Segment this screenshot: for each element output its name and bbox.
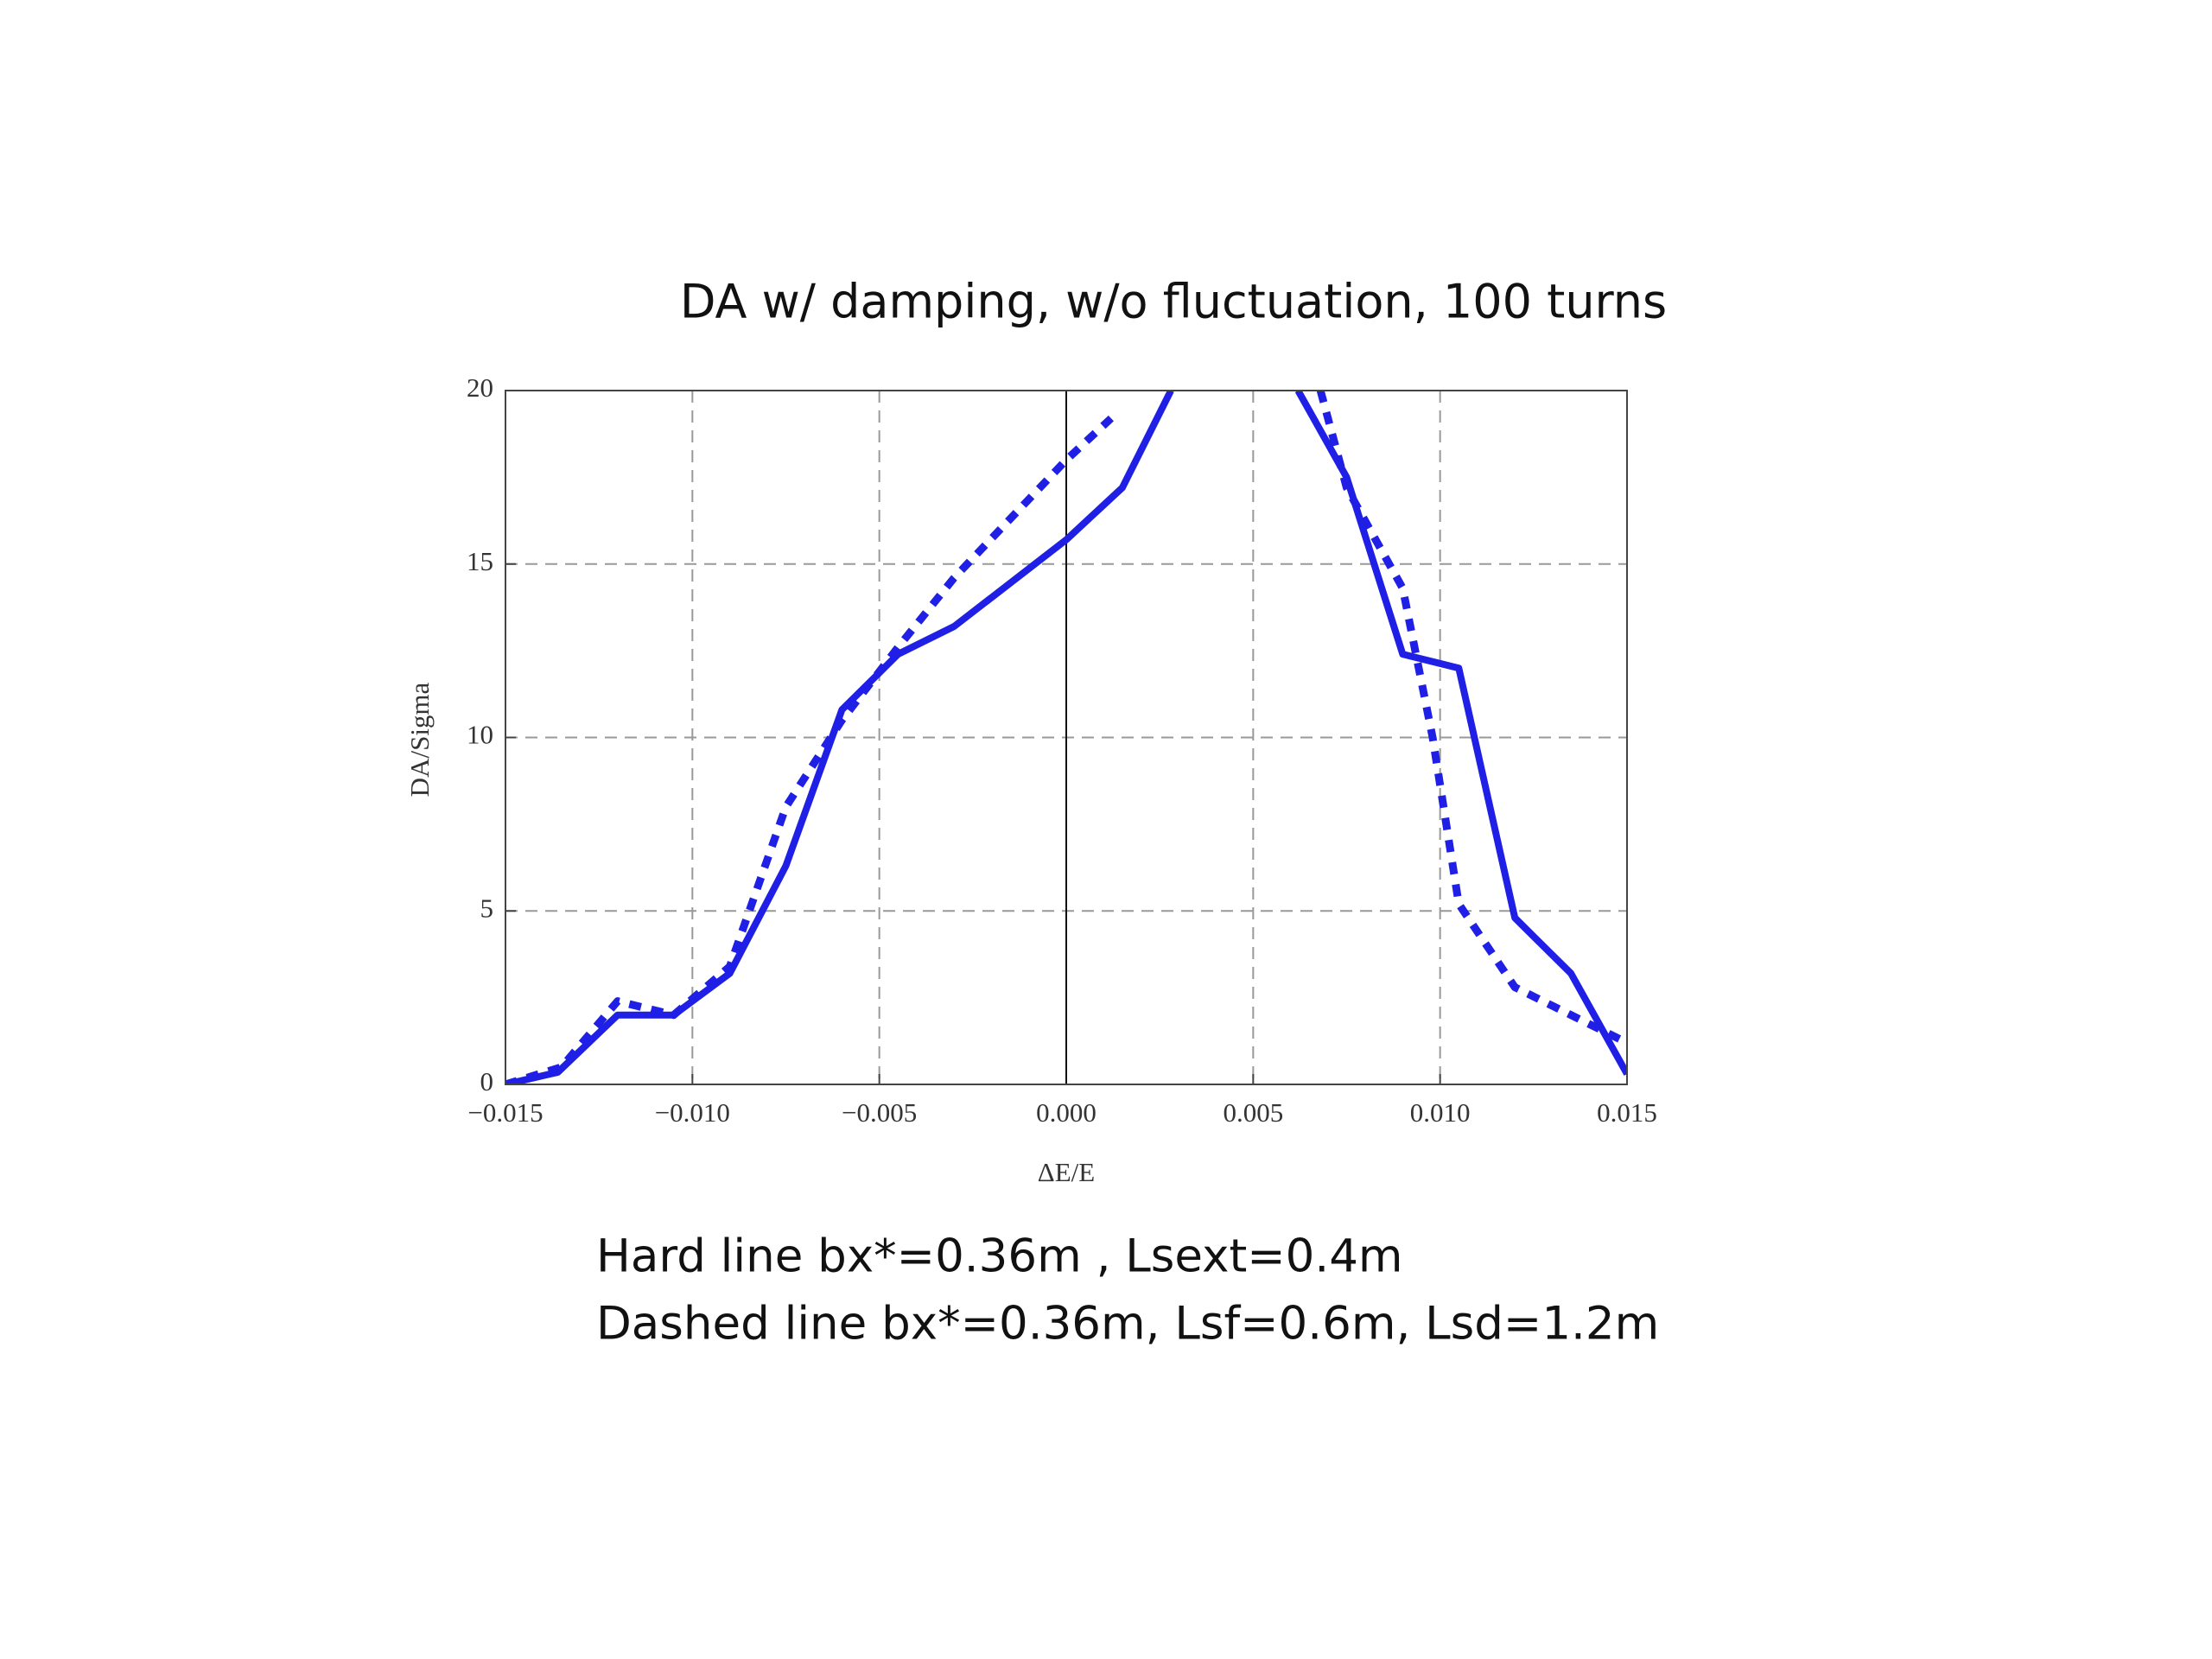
y-tick-label: 15 (467, 546, 493, 576)
x-tick-label: 0.005 (1223, 1097, 1283, 1128)
y-axis-label: DA/Sigma (404, 682, 435, 797)
plot-frame (505, 390, 1628, 1085)
series-line (505, 391, 1627, 1084)
y-tick-label: 20 (467, 372, 493, 403)
x-tick-label: −0.015 (467, 1097, 543, 1128)
x-tick-label: −0.010 (655, 1097, 730, 1128)
y-tick-label: 5 (480, 893, 494, 923)
annotation: Dashed line bx*=0.36m, Lsf=0.6m, Lsd=1.2… (596, 1298, 1659, 1351)
y-tick-label: 10 (467, 720, 493, 750)
x-tick-label: 0.010 (1410, 1097, 1471, 1128)
plot-area (505, 391, 1627, 1084)
x-tick-label: 0.015 (1597, 1097, 1657, 1128)
x-tick-label: 0.000 (1036, 1097, 1096, 1128)
annotation: Hard line bx*=0.36m , Lsext=0.4m (596, 1230, 1403, 1283)
chart-title: DA w/ damping, w/o fluctuation, 100 turn… (680, 275, 1667, 329)
y-tick-label: 0 (480, 1066, 494, 1096)
x-axis-label: ΔE/E (1038, 1157, 1095, 1187)
tick-labels: −0.015 −0.010 −0.005 0.000 0.005 0.010 0.015 0 5… (467, 372, 1657, 1128)
x-tick-label: −0.005 (842, 1097, 917, 1128)
